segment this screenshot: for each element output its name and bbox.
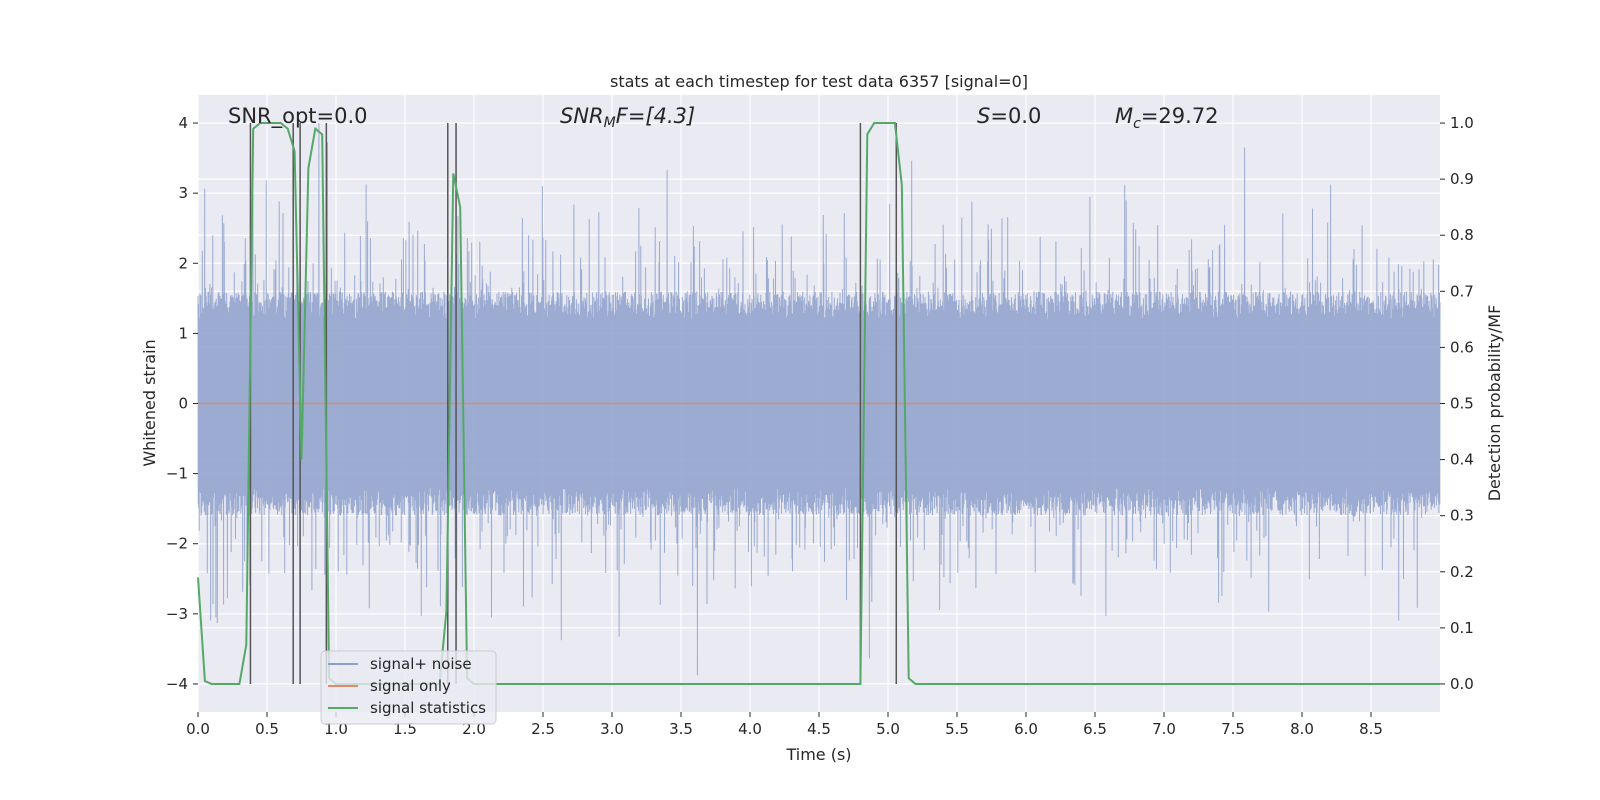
x-axis-ticks: 0.0 0.5 1.0 1.5 2.0 2.5 3.0 3.5 4.0 4.5 5.0 5.5 6.0 6… [186, 712, 1383, 738]
y-left-tick-label: −2 [166, 535, 188, 553]
x-tick-label: 8.0 [1290, 720, 1314, 738]
x-axis-label: Time (s) [785, 745, 851, 764]
y-left-tick-label: 1 [178, 324, 188, 342]
x-tick-label: 3.0 [600, 720, 624, 738]
y-right-tick-label: 0.9 [1450, 170, 1474, 188]
y-right-tick-label: 0.6 [1450, 338, 1474, 356]
y-right-tick-label: 1.0 [1450, 114, 1474, 132]
y-left-tick-label: 4 [178, 114, 188, 132]
y-left-tick-label: 3 [178, 184, 188, 202]
annotation-s: S=0.0 [977, 104, 1041, 128]
chart-title: stats at each timestep for test data 635… [610, 72, 1028, 91]
x-tick-label: 0.5 [255, 720, 279, 738]
left-axis-label: Whitened strain [140, 339, 159, 466]
legend-label-noise: signal+ noise [370, 655, 472, 673]
right-axis-label: Detection probability/MF [1485, 305, 1504, 502]
x-tick-label: 5.5 [945, 720, 969, 738]
annotation-snr-mf: SNRMF=[4.3] [560, 104, 695, 131]
x-tick-label: 6.5 [1083, 720, 1107, 738]
annotation-mc: Mc=29.72 [1115, 104, 1219, 132]
y-right-tick-label: 0.5 [1450, 395, 1474, 413]
x-tick-label: 3.5 [669, 720, 693, 738]
x-tick-label: 4.5 [807, 720, 831, 738]
y-left-tick-label: 2 [178, 254, 188, 272]
signal-noise-series [197, 122, 1441, 676]
legend-label-signal-only: signal only [370, 677, 451, 695]
y-right-tick-label: 0.2 [1450, 563, 1474, 581]
legend-label-statistics: signal statistics [370, 699, 486, 717]
noise-line [197, 122, 1441, 676]
y-right-tick-label: 0.1 [1450, 619, 1474, 637]
y-left-tick-label: 0 [178, 395, 188, 413]
x-tick-label: 5.0 [876, 720, 900, 738]
y-right-tick-label: 0.3 [1450, 507, 1474, 525]
legend-box [320, 650, 497, 725]
x-tick-label: 8.5 [1359, 720, 1383, 738]
y-right-tick-label: 0.4 [1450, 451, 1474, 469]
x-tick-label: 4.0 [738, 720, 762, 738]
y-right-tick-label: 0.7 [1450, 282, 1474, 300]
y-left-tick-label: −4 [166, 675, 188, 693]
x-tick-label: 0.0 [186, 720, 210, 738]
legend: signal+ noise signal only signal statist… [320, 650, 497, 725]
left-axis-ticks: 4 3 2 1 0 −1 −2 −3 −4 [166, 114, 198, 693]
x-tick-label: 7.5 [1221, 720, 1245, 738]
y-left-tick-label: −1 [166, 465, 188, 483]
y-right-tick-label: 0.0 [1450, 675, 1474, 693]
y-left-tick-label: −3 [166, 605, 188, 623]
x-tick-label: 6.0 [1014, 720, 1038, 738]
x-tick-label: 7.0 [1152, 720, 1176, 738]
x-tick-label: 2.5 [531, 720, 555, 738]
y-right-tick-label: 0.8 [1450, 226, 1474, 244]
annotation-snr-opt: SNR_opt=0.0 [228, 104, 368, 129]
right-axis-ticks: 1.0 0.9 0.8 0.7 0.6 0.5 0.4 0.3 0.2 0.1 0.0 [1440, 114, 1474, 693]
